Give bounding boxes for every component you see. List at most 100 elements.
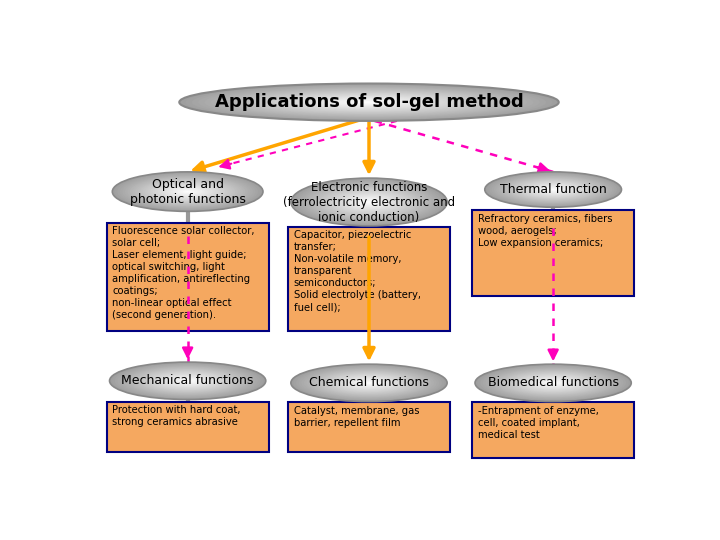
Ellipse shape [117,364,258,397]
Ellipse shape [223,88,515,117]
Ellipse shape [354,379,384,387]
Ellipse shape [350,100,388,104]
Ellipse shape [322,188,416,217]
Ellipse shape [485,172,621,207]
Ellipse shape [477,365,629,401]
Ellipse shape [158,184,217,199]
Ellipse shape [185,380,190,381]
Ellipse shape [325,372,413,394]
Ellipse shape [364,382,374,384]
Ellipse shape [320,187,418,217]
Ellipse shape [325,98,413,106]
Ellipse shape [169,376,206,385]
Ellipse shape [130,177,246,207]
Ellipse shape [504,371,603,395]
Ellipse shape [150,182,225,201]
Ellipse shape [294,179,444,225]
Ellipse shape [217,87,521,117]
Ellipse shape [186,84,552,120]
Ellipse shape [140,179,235,204]
Ellipse shape [535,185,572,194]
Ellipse shape [341,376,397,390]
Text: Mechanical functions: Mechanical functions [122,374,254,387]
Ellipse shape [161,375,214,387]
Ellipse shape [301,181,437,222]
Ellipse shape [512,179,594,200]
Ellipse shape [533,184,574,195]
Ellipse shape [122,174,253,209]
Ellipse shape [366,382,372,383]
Ellipse shape [309,184,429,220]
Ellipse shape [192,85,546,120]
Ellipse shape [148,181,228,202]
Ellipse shape [366,201,372,203]
Ellipse shape [125,175,251,208]
Ellipse shape [299,180,439,224]
Ellipse shape [274,93,464,112]
Ellipse shape [299,366,439,400]
Ellipse shape [330,374,408,392]
Ellipse shape [498,370,608,396]
Ellipse shape [180,190,195,194]
Ellipse shape [291,364,447,402]
Ellipse shape [230,89,508,116]
Ellipse shape [164,375,211,387]
Ellipse shape [243,90,495,114]
Ellipse shape [343,194,395,210]
Ellipse shape [503,177,603,202]
Ellipse shape [543,380,564,386]
Ellipse shape [112,363,264,399]
Ellipse shape [307,183,431,221]
Ellipse shape [351,197,387,207]
Ellipse shape [356,380,382,386]
Ellipse shape [548,382,558,384]
Ellipse shape [483,366,624,400]
Ellipse shape [524,376,582,390]
Ellipse shape [328,373,410,393]
Ellipse shape [135,368,240,393]
Ellipse shape [163,185,213,198]
Ellipse shape [151,372,224,389]
Ellipse shape [540,380,566,386]
Ellipse shape [180,379,195,383]
Ellipse shape [544,187,562,192]
Text: Optical and
photonic functions: Optical and photonic functions [130,178,246,206]
Ellipse shape [335,375,403,391]
Ellipse shape [541,187,564,192]
Ellipse shape [549,188,558,191]
Ellipse shape [318,97,420,107]
Text: Protection with hard coat,
strong ceramics abrasive: Protection with hard coat, strong cerami… [112,405,240,427]
Ellipse shape [537,185,569,194]
Ellipse shape [506,372,600,394]
Ellipse shape [532,378,574,388]
Ellipse shape [168,186,208,197]
Ellipse shape [177,379,198,383]
Ellipse shape [509,372,598,394]
Ellipse shape [175,377,201,384]
Ellipse shape [328,189,410,215]
Ellipse shape [287,94,451,110]
Ellipse shape [343,100,395,105]
Ellipse shape [165,186,210,198]
Ellipse shape [356,101,382,104]
Ellipse shape [255,91,483,113]
Ellipse shape [510,178,596,201]
Ellipse shape [490,368,616,398]
Ellipse shape [178,189,198,194]
Ellipse shape [338,375,400,390]
Ellipse shape [359,199,379,205]
Ellipse shape [281,93,457,111]
Ellipse shape [485,367,621,399]
Ellipse shape [346,195,392,209]
Ellipse shape [159,374,216,388]
Text: Capacitor, piezoelectric
transfer;
Non-volatile memory,
transparent
semiconducto: Capacitor, piezoelectric transfer; Non-v… [294,230,420,312]
Ellipse shape [312,185,426,220]
Ellipse shape [500,176,606,203]
Ellipse shape [551,382,556,383]
Ellipse shape [317,186,421,218]
Ellipse shape [145,180,230,203]
Ellipse shape [114,172,261,211]
Ellipse shape [120,364,256,397]
Ellipse shape [514,179,592,200]
Ellipse shape [261,92,477,113]
